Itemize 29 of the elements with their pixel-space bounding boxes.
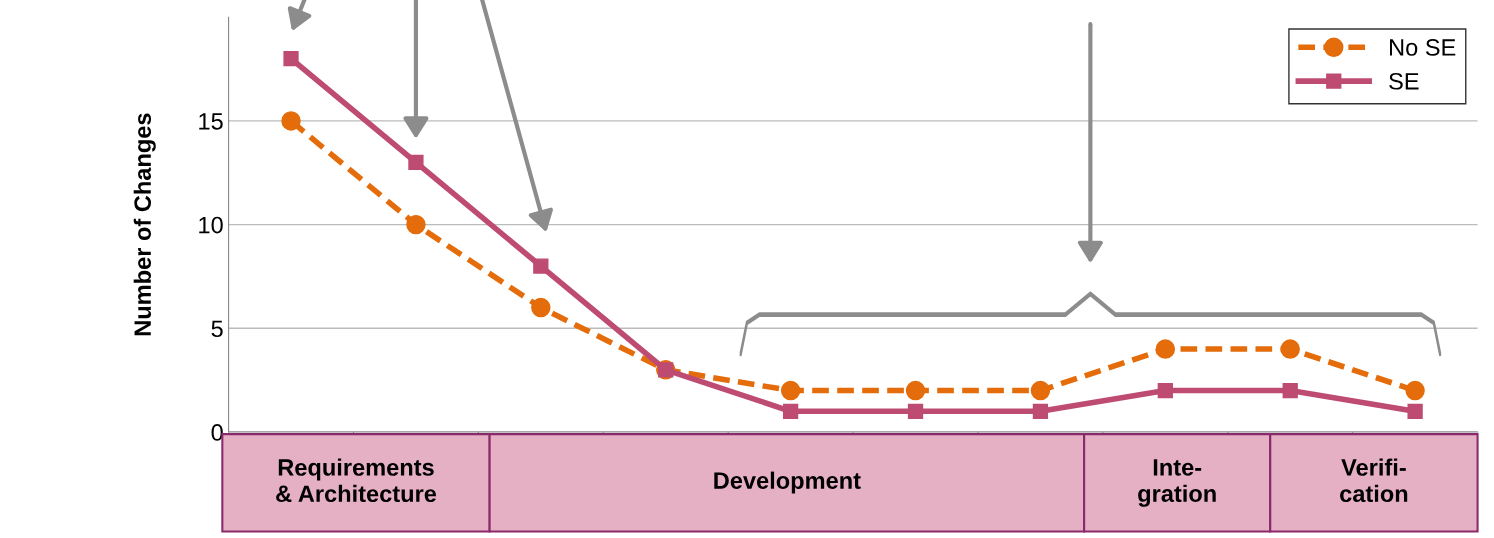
text: Development bbox=[714, 471, 861, 494]
point bbox=[533, 258, 549, 274]
point bbox=[281, 111, 301, 131]
y-tick-label: 5 bbox=[211, 320, 223, 338]
y-tick-label: 10 bbox=[199, 216, 223, 234]
point bbox=[1157, 382, 1173, 399]
point bbox=[406, 214, 426, 235]
text: Requirements & Architecture bbox=[276, 458, 437, 503]
point bbox=[283, 51, 299, 67]
point bbox=[905, 380, 926, 401]
legend-label: No SE bbox=[1390, 39, 1456, 56]
point bbox=[1282, 382, 1298, 399]
point bbox=[1155, 339, 1176, 359]
point bbox=[531, 297, 551, 318]
point bbox=[408, 154, 424, 171]
legend-label: SE bbox=[1389, 72, 1419, 90]
point bbox=[1032, 403, 1049, 419]
text: Verifi- cation bbox=[1340, 458, 1408, 503]
y-tick-label: 15 bbox=[199, 113, 223, 130]
point bbox=[1280, 339, 1300, 359]
y-axis-title: Number of Changes bbox=[133, 113, 156, 336]
point bbox=[1407, 403, 1423, 419]
point bbox=[782, 403, 799, 419]
point bbox=[780, 380, 801, 401]
point bbox=[1030, 380, 1051, 401]
point bbox=[907, 403, 924, 419]
y-tick-label: 0 bbox=[211, 424, 223, 441]
text: Inte- gration bbox=[1138, 459, 1216, 507]
point bbox=[1405, 380, 1425, 401]
